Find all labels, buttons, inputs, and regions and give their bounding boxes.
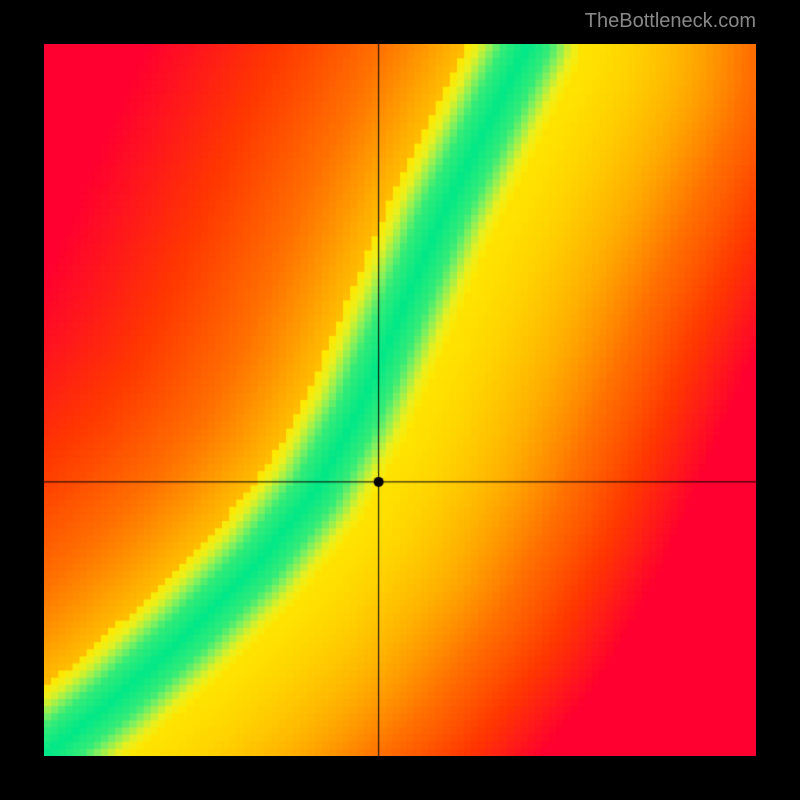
heatmap-canvas — [44, 44, 756, 756]
heatmap-plot-area — [44, 44, 756, 756]
chart-container: TheBottleneck.com — [0, 0, 800, 800]
watermark-text: TheBottleneck.com — [585, 10, 756, 33]
